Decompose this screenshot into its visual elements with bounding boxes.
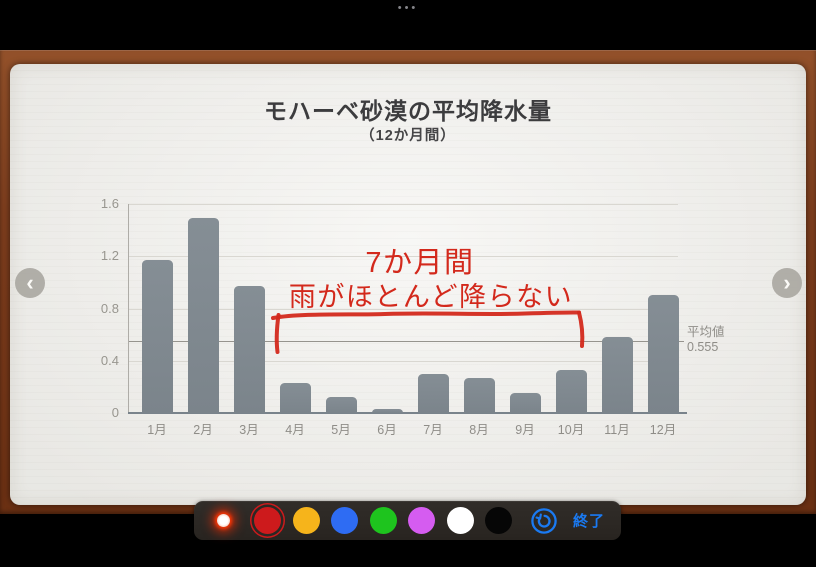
slide-frame: モハーベ砂漠の平均降水量 （12か月間） 平均値 0.555 0 0.4 0.8 1.… bbox=[0, 50, 816, 514]
x-axis-label: 12月 bbox=[649, 423, 677, 437]
x-axis-label: 10月 bbox=[557, 423, 585, 437]
x-axis-label: 11月 bbox=[604, 423, 630, 437]
x-axis-label: 7月 bbox=[423, 423, 443, 437]
undo-arrow-icon bbox=[531, 507, 557, 534]
average-value: 0.555 bbox=[687, 340, 719, 355]
bar-7月 bbox=[417, 373, 449, 413]
y-axis-tick-label: 0 bbox=[111, 405, 119, 420]
color-swatch-yellow[interactable] bbox=[292, 507, 320, 534]
slide-subtitle: （12か月間） bbox=[360, 128, 456, 144]
y-axis-tick-label: 1.2 bbox=[100, 248, 119, 264]
x-axis-label: 1月 bbox=[147, 423, 167, 437]
color-swatch-white[interactable] bbox=[446, 507, 474, 534]
average-label-text: 平均値 bbox=[687, 324, 725, 339]
y-axis-tick-label: 0.8 bbox=[100, 300, 119, 316]
multitasking-handle-icon[interactable]: ••• bbox=[397, 2, 419, 14]
color-swatch-red[interactable] bbox=[254, 507, 281, 534]
color-swatch-blue[interactable] bbox=[331, 507, 358, 534]
x-axis-label: 8月 bbox=[469, 423, 489, 437]
bar-8月 bbox=[463, 377, 495, 413]
bar-12月 bbox=[647, 295, 679, 413]
average-label: 平均値 0.555 bbox=[687, 325, 747, 356]
drawing-toolbar: 終了 bbox=[194, 501, 621, 540]
x-axis-label: 4月 bbox=[285, 423, 305, 437]
color-swatch-green[interactable] bbox=[369, 507, 397, 534]
x-axis-label: 2月 bbox=[193, 423, 213, 437]
bar-2月 bbox=[187, 218, 219, 413]
bar-6月 bbox=[371, 409, 403, 413]
previous-slide-button[interactable]: ‹ bbox=[15, 268, 45, 298]
gridline bbox=[129, 308, 678, 310]
slide-title: モハーベ砂漠の平均降水量 bbox=[264, 98, 552, 124]
color-swatch-black[interactable] bbox=[485, 507, 512, 534]
slide-canvas[interactable]: モハーベ砂漠の平均降水量 （12か月間） 平均値 0.555 0 0.4 0.8 1.… bbox=[10, 64, 806, 505]
pen-tool-indicator-icon[interactable] bbox=[217, 514, 230, 527]
bar-5月 bbox=[325, 397, 357, 413]
chart-plot: 平均値 0.555 0 0.4 0.8 1.2 1.6 1月 2月 3月 4月 5月 6月 7月 8月 9… bbox=[101, 196, 725, 437]
gridline bbox=[129, 360, 678, 362]
y-axis-tick-label: 1.6 bbox=[100, 196, 119, 211]
color-swatches bbox=[254, 507, 512, 534]
average-line bbox=[129, 340, 684, 342]
next-slide-button[interactable]: › bbox=[772, 268, 802, 298]
bar-11月 bbox=[601, 337, 633, 413]
done-button[interactable]: 終了 bbox=[573, 510, 605, 531]
gridline bbox=[129, 204, 678, 205]
undo-button[interactable] bbox=[530, 507, 558, 535]
x-axis-label: 5月 bbox=[331, 423, 351, 437]
bar-4月 bbox=[279, 382, 311, 413]
x-axis-label: 6月 bbox=[377, 423, 397, 437]
y-axis-tick-label: 0.4 bbox=[100, 352, 119, 368]
color-swatch-magenta[interactable] bbox=[408, 507, 435, 534]
x-axis-label: 9月 bbox=[515, 423, 535, 437]
gridline bbox=[129, 256, 678, 258]
bar-3月 bbox=[233, 286, 265, 413]
x-axis-line bbox=[128, 412, 687, 414]
bar-10月 bbox=[555, 369, 587, 413]
bar-9月 bbox=[509, 393, 541, 413]
bar-1月 bbox=[141, 260, 173, 413]
x-axis-label: 3月 bbox=[239, 423, 259, 437]
